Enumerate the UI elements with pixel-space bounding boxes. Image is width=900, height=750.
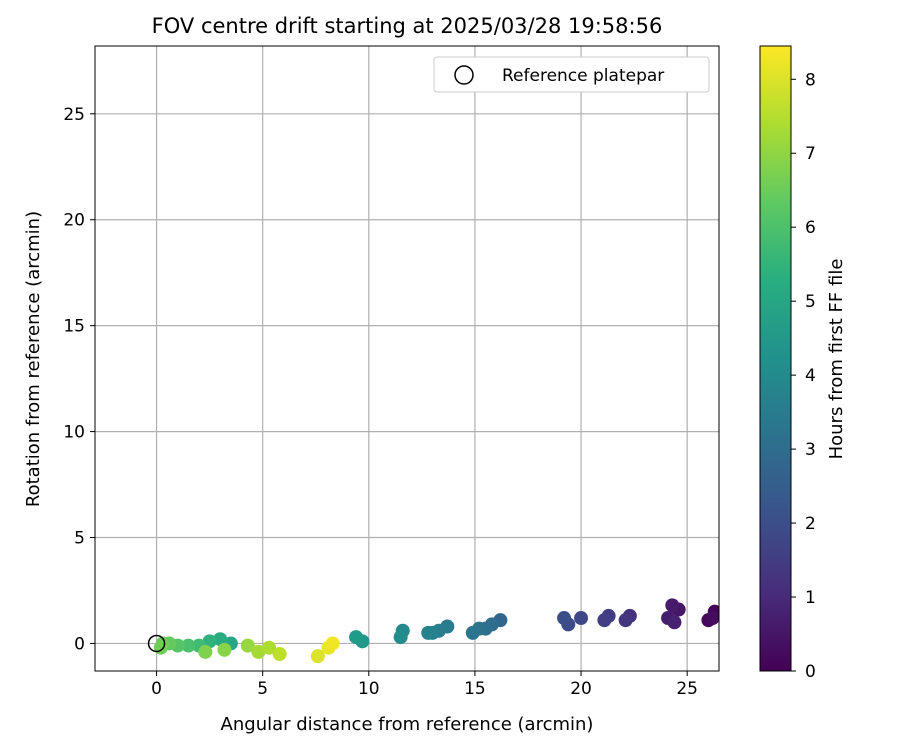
data-point-35: [153, 640, 168, 655]
colorbar-tick-label-3: 3: [805, 440, 816, 460]
x-tick-label-4: 20: [570, 679, 592, 699]
legend-box: [433, 56, 710, 93]
data-point-38: [240, 638, 255, 653]
colorbar-tick-label-7: 7: [805, 144, 816, 164]
colorbar-tick-label-1: 1: [805, 588, 816, 608]
colorbar: 0 1 2 3 4 5 6 7 8 Hours from first FF file: [759, 45, 847, 682]
legend: Reference platepar: [433, 56, 710, 93]
data-point-31: [181, 638, 196, 653]
x-tick-label-5: 25: [676, 679, 698, 699]
chart-title: FOV centre drift starting at 2025/03/28 …: [152, 14, 663, 38]
y-tick-label-1: 5: [74, 529, 85, 549]
data-point-36: [198, 644, 213, 659]
y-tick-label-0: 0: [74, 634, 85, 654]
x-tick-label-0: 0: [151, 679, 162, 699]
colorbar-tick-label-4: 4: [805, 366, 816, 386]
data-point-41: [272, 647, 287, 662]
data-point-18: [465, 625, 480, 640]
data-point-37: [217, 642, 232, 657]
data-point-26: [349, 630, 364, 645]
y-tick-label-2: 10: [63, 423, 85, 443]
data-point-42: [310, 649, 325, 664]
y-tick-label-5: 25: [63, 105, 85, 125]
x-axis-label: Angular distance from reference (arcmin): [221, 714, 594, 735]
data-point-24: [393, 630, 408, 645]
colorbar-ticks: 0 1 2 3 4 5 6 7 8: [791, 70, 816, 682]
colorbar-tick-label-5: 5: [805, 292, 816, 312]
data-points: [153, 598, 719, 664]
data-point-11: [574, 611, 589, 626]
colorbar-gradient: [759, 45, 792, 672]
data-point-39: [251, 644, 266, 659]
colorbar-tick-label-0: 0: [805, 662, 816, 682]
legend-marker-icon: [454, 65, 474, 85]
colorbar-tick-label-8: 8: [805, 70, 816, 90]
y-tick-label-4: 20: [63, 211, 85, 231]
x-tick-label-2: 10: [358, 679, 380, 699]
plot-frame: [94, 45, 720, 672]
x-axis-ticks: 0 5 10 15 20 25: [151, 671, 698, 699]
colorbar-label: Hours from first FF file: [826, 259, 847, 460]
x-tick-label-3: 15: [464, 679, 486, 699]
reference-platepar-marker: [147, 634, 166, 653]
colorbar-tick-label-2: 2: [805, 514, 816, 534]
y-tick-label-3: 15: [63, 317, 85, 337]
data-point-29: [202, 634, 217, 649]
y-axis-ticks: 0 5 10 15 20 25: [63, 105, 95, 654]
data-point-2: [705, 611, 719, 626]
y-axis-label: Rotation from reference (arcmin): [23, 211, 44, 507]
data-point-44: [325, 636, 340, 651]
data-point-8: [618, 613, 633, 628]
data-point-4: [665, 598, 680, 613]
x-tick-label-1: 5: [257, 679, 268, 699]
data-point-6: [667, 615, 682, 630]
colorbar-tick-label-6: 6: [805, 218, 816, 238]
data-point-10: [597, 613, 612, 628]
data-point-28: [213, 632, 228, 647]
data-point-40: [262, 640, 277, 655]
data-point-22: [421, 625, 436, 640]
data-point-13: [557, 611, 572, 626]
legend-entry-reference: Reference platepar: [502, 66, 664, 86]
grid-lines: [95, 46, 719, 671]
